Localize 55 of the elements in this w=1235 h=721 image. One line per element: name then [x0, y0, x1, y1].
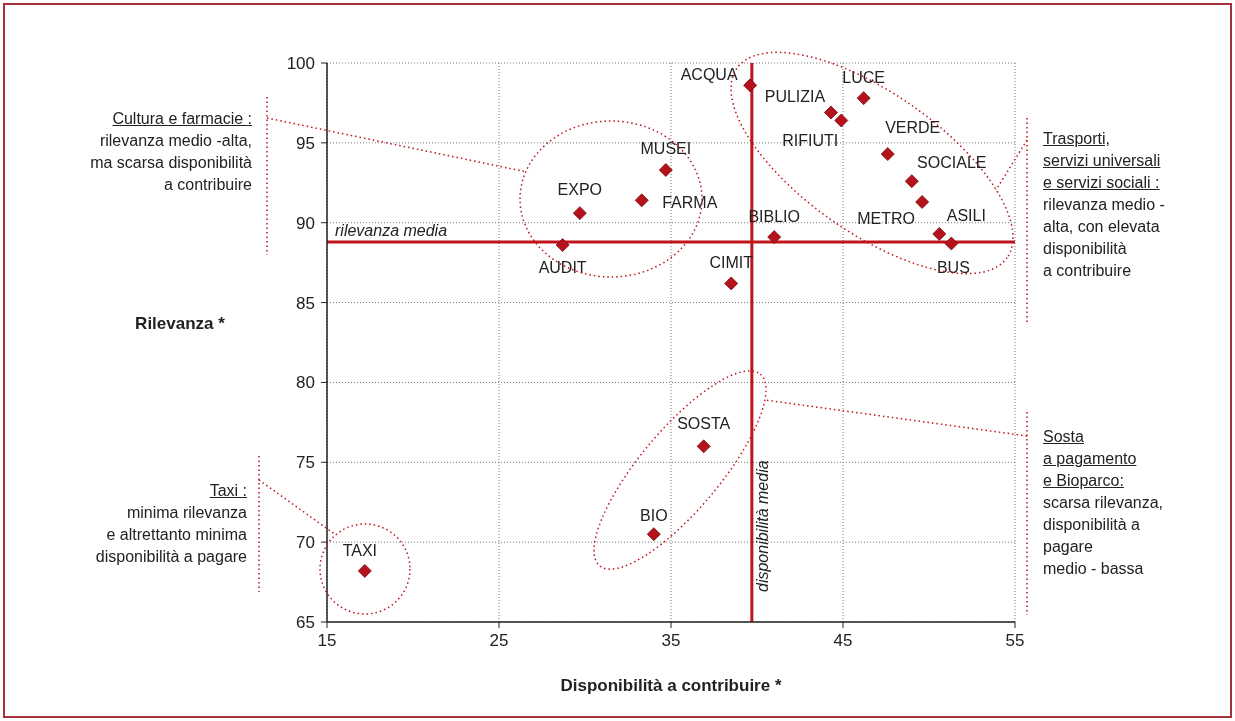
point — [357, 563, 372, 578]
x-tick-label: 25 — [489, 631, 509, 651]
x-tick-label: 55 — [1005, 631, 1025, 651]
y-tick-label: 70 — [296, 533, 315, 553]
y-tick-label: 85 — [296, 293, 315, 313]
point — [932, 226, 947, 241]
y-axis-title: Rilevanza * — [134, 314, 226, 334]
point — [646, 527, 661, 542]
x-axis-title: Disponibilità a contribuire * — [559, 676, 783, 696]
series-label: FARMA — [662, 193, 718, 211]
series-label: ACQUA — [680, 65, 738, 83]
series-label: MUSEI — [640, 139, 692, 157]
text: Cultura e farmacie : rilevanza medio -alta, ma scarsa disponibilità a contribuire — [90, 110, 252, 193]
point — [572, 206, 587, 221]
y-tick-label: 90 — [296, 213, 315, 233]
ref-line-label: disponibilità media — [753, 460, 771, 592]
point — [658, 163, 673, 177]
point — [634, 193, 649, 208]
point — [944, 236, 959, 251]
point — [696, 439, 711, 454]
x-tick-label: 15 — [317, 631, 337, 651]
point — [743, 78, 758, 93]
point — [856, 91, 871, 106]
series-label: TAXI — [342, 542, 378, 560]
point — [824, 105, 838, 120]
series-label: SOCIALE — [917, 153, 987, 171]
series-label: RIFIUTI — [782, 132, 839, 149]
series-label: METRO — [857, 210, 916, 228]
point — [834, 113, 849, 128]
text: Trasporti, servizi universali e servizi sociali : rilevanza medio - alta, con elevata disponibilità a contribuire — [1043, 130, 1165, 279]
series-label: VERDE — [885, 118, 941, 136]
series-label: EXPO — [557, 180, 603, 198]
text: Taxi : minima rilevanza e altrettanto minima disponibilità a pagare — [95, 482, 247, 565]
point — [904, 174, 919, 189]
series-label: SOSTA — [677, 414, 731, 432]
text: Sosta a pagamento e Bioparco: scarsa rilevanza, disponibilità a pagare medio - bassa — [1043, 428, 1164, 577]
y-tick-label: 80 — [296, 373, 315, 393]
series-label: PULIZIA — [764, 88, 826, 106]
series-label: ASILI — [946, 207, 986, 225]
y-tick-label: 95 — [296, 133, 315, 153]
series-label: AUDIT — [538, 258, 587, 276]
point — [767, 230, 782, 244]
y-tick-label: 65 — [296, 613, 315, 633]
point — [555, 238, 570, 252]
point — [724, 276, 739, 291]
series-label: BIO — [640, 506, 668, 524]
series-label: BUS — [936, 258, 970, 276]
y-tick-label: 100 — [286, 54, 315, 74]
point — [915, 195, 930, 209]
series-label: LUCE — [842, 68, 885, 86]
x-tick-label: 35 — [661, 631, 681, 651]
ref-line-label: rilevanza media — [335, 221, 448, 239]
x-tick-label: 45 — [833, 631, 853, 651]
point — [880, 147, 895, 161]
y-tick-label: 75 — [296, 453, 315, 473]
